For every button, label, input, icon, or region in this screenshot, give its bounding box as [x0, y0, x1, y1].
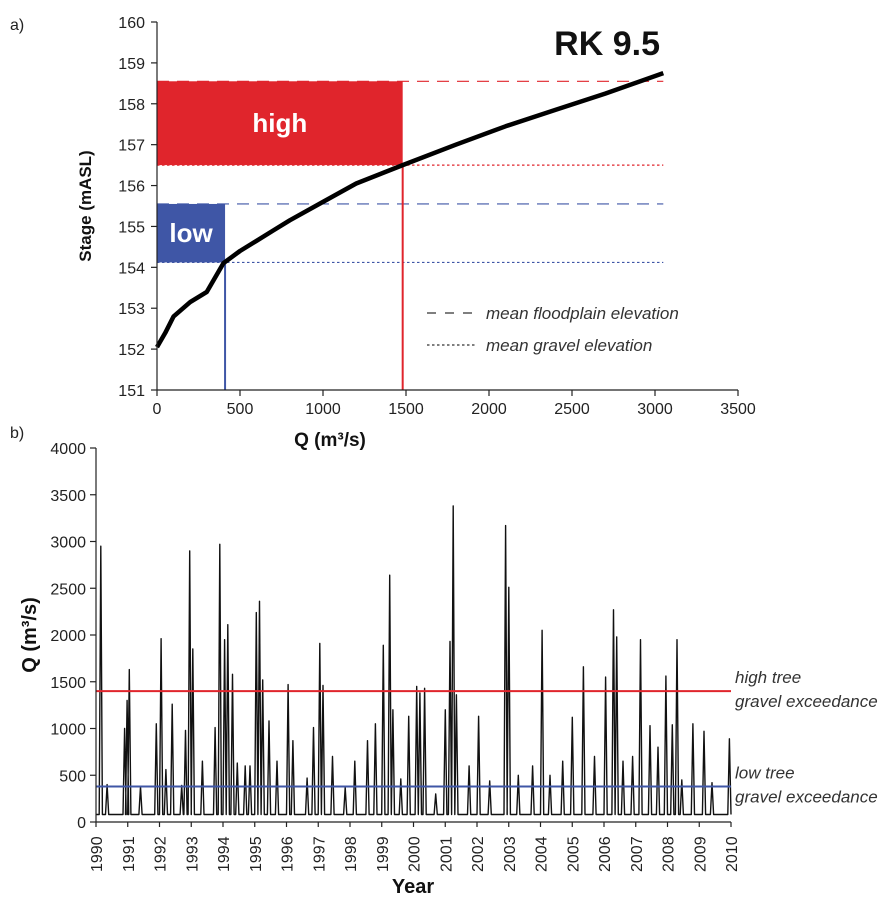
legend-label-floodplain: mean floodplain elevation [486, 304, 679, 323]
exceedance-label-line1: high tree [735, 668, 801, 687]
b-x-tick-label: 1994 [216, 836, 233, 872]
panel-a-label: a) [10, 17, 24, 34]
box-labels: high low [169, 108, 307, 248]
b-x-tick-label: 1999 [375, 836, 392, 872]
exceedance-label-line1: low tree [735, 763, 795, 782]
b-y-tick-label: 3500 [50, 488, 86, 505]
b-x-tick-label: 2000 [407, 836, 424, 872]
b-x-tick-label: 1996 [280, 836, 297, 872]
y-tick-label: 158 [118, 97, 145, 114]
y-tick-label: 156 [118, 179, 145, 196]
b-y-tick-label: 500 [59, 768, 86, 785]
b-y-tick-label: 4000 [50, 441, 86, 458]
b-x-tick-label: 1991 [121, 836, 138, 872]
x-tick-label: 1000 [305, 401, 341, 418]
b-x-tick-label: 1998 [343, 836, 360, 872]
y-tick-label: 152 [118, 342, 145, 359]
b-x-tick-label: 1997 [311, 836, 328, 872]
b-x-tick-label: 2004 [534, 836, 551, 872]
y-tick-label: 157 [118, 138, 145, 155]
b-x-tick-label: 1990 [89, 836, 106, 872]
stage-range-boxes [157, 81, 403, 263]
exceedance-lines [96, 690, 731, 788]
box-high [157, 81, 403, 166]
b-x-axis-ticks: 1990 1991 1992 1993 1994 1995 1996 1997 1998 1999… [89, 822, 741, 872]
b-x-tick-label: 2003 [502, 836, 519, 872]
b-x-axis-title: Year [392, 876, 434, 898]
panel-b-discharge-timeseries: b) high tree gravel exceedance low tree gra… [10, 425, 878, 898]
box-low [157, 203, 226, 263]
discharge-markers [224, 165, 404, 390]
legend: mean floodplain elevation mean gravel el… [427, 304, 679, 355]
b-x-tick-label: 1995 [248, 836, 265, 872]
box-label-high: high [252, 108, 307, 138]
box-label-low: low [169, 218, 213, 248]
x-tick-label: 3000 [637, 401, 673, 418]
b-y-tick-label: 1500 [50, 675, 86, 692]
y-tick-label: 154 [118, 260, 145, 277]
exceedance-label-line2: gravel exceedance [735, 692, 878, 711]
x-tick-label: 1500 [388, 401, 424, 418]
b-x-tick-label: 1992 [153, 836, 170, 872]
chart-title: RK 9.5 [554, 25, 660, 63]
y-tick-label: 160 [118, 15, 145, 32]
b-x-tick-label: 2001 [438, 836, 455, 872]
discharge-series-line [96, 505, 732, 816]
x-tick-label: 0 [153, 401, 162, 418]
x-tick-label: 2500 [554, 401, 590, 418]
b-x-tick-label: 2005 [565, 836, 582, 872]
rating-curve-line [155, 70, 665, 349]
x-tick-label: 500 [227, 401, 254, 418]
b-x-tick-label: 2008 [661, 836, 678, 872]
b-y-tick-label: 3000 [50, 535, 86, 552]
b-x-tick-label: 2010 [724, 836, 741, 872]
x-tick-label: 2000 [471, 401, 507, 418]
b-y-tick-label: 2500 [50, 581, 86, 598]
legend-label-gravel: mean gravel elevation [486, 336, 652, 355]
y-tick-label: 151 [118, 383, 145, 400]
b-y-axis-title: Q (m³/s) [19, 597, 41, 673]
panel-b-label: b) [10, 425, 24, 442]
reference-lines [157, 80, 664, 264]
exceedance-label-line2: gravel exceedance [735, 787, 878, 806]
b-x-tick-label: 2006 [597, 836, 614, 872]
x-axis-title: Q (m³/s) [294, 430, 366, 451]
y-tick-label: 155 [118, 219, 145, 236]
b-y-tick-label: 2000 [50, 628, 86, 645]
b-x-tick-label: 1993 [184, 836, 201, 872]
b-x-tick-label: 2002 [470, 836, 487, 872]
b-y-tick-label: 1000 [50, 722, 86, 739]
b-y-tick-label: 0 [77, 815, 86, 832]
y-axis-title: Stage (mASL) [76, 150, 95, 261]
y-tick-label: 153 [118, 301, 145, 318]
b-y-axis-ticks: 0 500 1000 1500 2000 2500 3000 3500 4000 [50, 441, 96, 832]
x-axis-ticks: 0 500 1000 1500 2000 2500 3000 3500 [153, 390, 756, 418]
x-tick-label: 3500 [720, 401, 756, 418]
y-tick-label: 159 [118, 56, 145, 73]
exceedance-labels: high tree gravel exceedance low tree gravel… [735, 668, 878, 806]
y-axis-ticks: 151 152 153 154 155 156 157 158 159 160 [118, 15, 157, 400]
b-x-tick-label: 2009 [692, 836, 709, 872]
b-x-tick-label: 2007 [629, 836, 646, 872]
